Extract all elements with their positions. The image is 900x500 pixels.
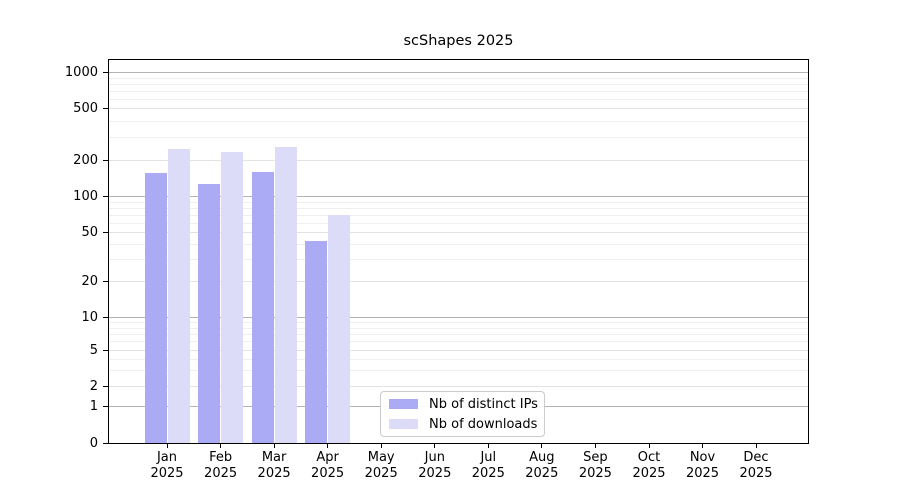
bar-distinct-ips-jan — [144, 173, 167, 443]
gridline-major — [109, 317, 808, 318]
legend-label-distinct-ips: Nb of distinct IPs — [429, 396, 538, 412]
x-tick — [327, 444, 329, 448]
y-tick-label: 2 — [89, 378, 98, 394]
chart-title: scShapes 2025 — [403, 33, 514, 49]
plot-area — [108, 59, 809, 444]
legend-swatch-distinct-ips-icon — [389, 399, 418, 409]
gridline-minor — [109, 214, 808, 216]
x-tick-label-jun: Jun 2025 — [418, 450, 452, 481]
gridline-minor — [109, 90, 808, 92]
gridline-minor — [109, 259, 808, 261]
y-tick — [103, 107, 108, 109]
gridline-minor — [109, 222, 808, 224]
y-tick — [103, 442, 108, 444]
gridline-minor — [109, 120, 808, 122]
x-tick-label-mar: Mar 2025 — [257, 450, 291, 481]
x-tick — [380, 444, 382, 448]
bar-downloads-mar — [274, 147, 297, 443]
y-tick-label: 100 — [73, 188, 98, 204]
y-tick-label: 200 — [73, 152, 98, 168]
gridline-mid — [109, 160, 808, 161]
y-tick-label: 50 — [81, 224, 98, 240]
legend-item-downloads: Nb of downloads — [389, 416, 538, 432]
y-tick — [103, 349, 108, 351]
gridline-minor — [109, 77, 808, 79]
bar-downloads-feb — [221, 152, 243, 443]
x-tick — [166, 444, 168, 448]
y-tick — [103, 159, 108, 161]
x-tick-label-apr: Apr 2025 — [311, 450, 345, 481]
x-tick — [594, 444, 596, 448]
x-tick — [541, 444, 543, 448]
gridline-major — [109, 72, 808, 73]
x-tick-label-nov: Nov 2025 — [685, 450, 720, 481]
gridline-mid — [109, 108, 808, 109]
y-tick — [103, 195, 108, 197]
gridline-minor — [109, 322, 808, 323]
gridline-minor — [109, 98, 808, 100]
x-tick-label-may: May 2025 — [364, 450, 398, 481]
x-tick-label-aug: Aug 2025 — [525, 450, 559, 481]
x-tick — [755, 444, 757, 448]
bar-distinct-ips-feb — [198, 184, 220, 443]
y-tick-label: 20 — [81, 273, 98, 289]
y-tick — [103, 231, 108, 233]
x-tick — [434, 444, 436, 448]
gridline-minor — [109, 341, 808, 343]
y-tick — [103, 71, 108, 73]
legend: Nb of distinct IPs Nb of downloads — [380, 391, 545, 437]
gridline-mid — [109, 281, 808, 282]
x-tick-label-jan: Jan 2025 — [150, 450, 184, 481]
bar-downloads-jan — [167, 148, 190, 443]
x-tick-label-dec: Dec 2025 — [739, 450, 773, 481]
y-tick — [103, 280, 108, 282]
legend-item-distinct-ips: Nb of distinct IPs — [389, 396, 538, 412]
gridline-mid — [109, 232, 808, 233]
y-tick — [103, 405, 108, 407]
x-tick-label-sep: Sep 2025 — [578, 450, 612, 481]
gridline-minor — [109, 358, 808, 360]
bar-downloads-apr — [328, 214, 351, 443]
gridline-minor — [109, 137, 808, 138]
x-tick — [273, 444, 275, 448]
gridline-mid — [109, 386, 808, 387]
bar-distinct-ips-mar — [251, 171, 274, 443]
gridline-minor — [109, 207, 808, 209]
gridline-minor — [109, 327, 808, 329]
gridline-minor — [109, 243, 808, 245]
y-tick-label: 5 — [89, 342, 98, 358]
gridline-major — [109, 196, 808, 197]
x-tick-label-jul: Jul 2025 — [471, 450, 505, 481]
gridline-minor — [109, 201, 808, 203]
gridline-minor — [109, 83, 808, 85]
y-tick-label: 1 — [89, 398, 98, 414]
x-tick — [648, 444, 650, 448]
y-tick-label: 10 — [81, 309, 98, 325]
legend-label-downloads: Nb of downloads — [429, 416, 538, 432]
x-tick — [487, 444, 489, 448]
gridline-minor — [109, 370, 808, 372]
y-tick-label: 500 — [73, 100, 98, 116]
legend-swatch-downloads-icon — [389, 419, 418, 429]
bar-distinct-ips-apr — [305, 241, 328, 443]
y-tick — [103, 316, 108, 318]
y-tick-label: 1000 — [64, 64, 98, 80]
y-tick-label: 0 — [89, 435, 98, 451]
gridline-mid — [109, 350, 808, 351]
x-tick-label-oct: Oct 2025 — [632, 450, 666, 481]
x-tick-label-feb: Feb 2025 — [204, 450, 238, 481]
y-tick — [103, 385, 108, 387]
gridline-minor — [109, 334, 808, 335]
x-tick — [702, 444, 703, 448]
x-tick — [220, 444, 222, 448]
